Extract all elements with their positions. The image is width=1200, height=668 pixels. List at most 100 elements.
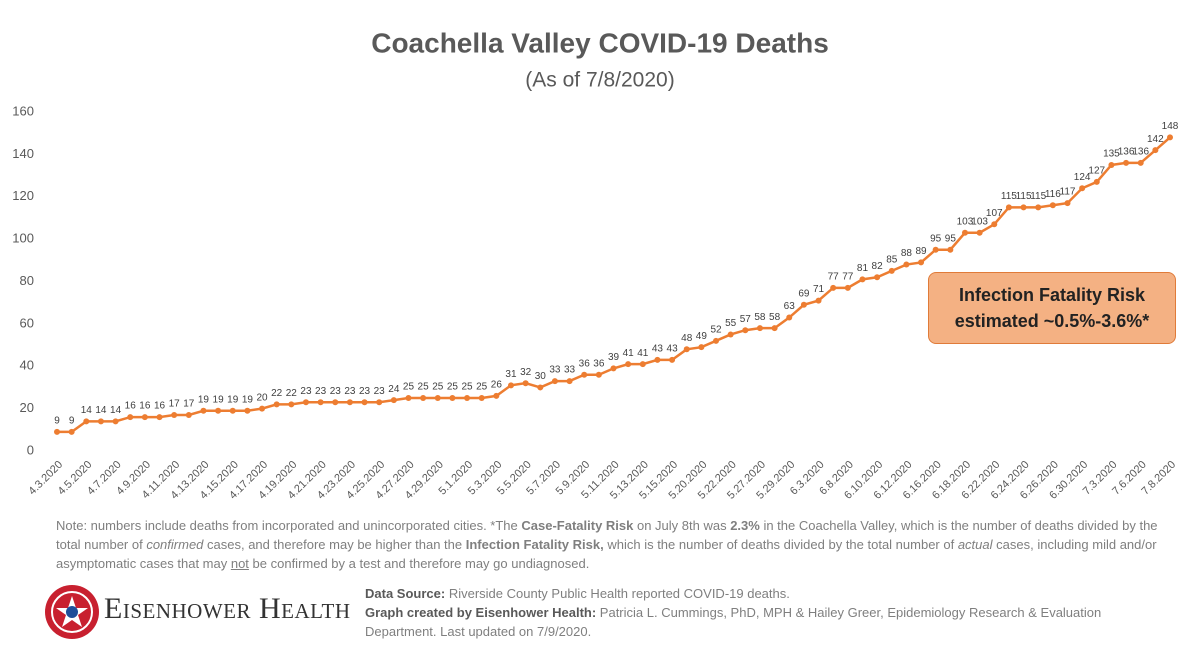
data-label: 81 bbox=[857, 263, 869, 274]
data-label: 77 bbox=[842, 271, 854, 282]
note-text: Infection Fatality Risk, bbox=[465, 537, 604, 552]
point bbox=[332, 399, 339, 406]
note-text: 2.3% bbox=[730, 518, 760, 533]
data-label: 26 bbox=[491, 380, 503, 391]
point bbox=[127, 414, 134, 421]
annotation: Infection Fatality Risk estimated ~0.5%-… bbox=[928, 272, 1176, 344]
point bbox=[1079, 185, 1086, 192]
chart-subtitle: (As of 7/8/2020) bbox=[525, 69, 674, 92]
point bbox=[171, 411, 178, 418]
point bbox=[478, 395, 485, 402]
data-label: 136 bbox=[1118, 146, 1135, 157]
point bbox=[1152, 147, 1159, 154]
data-label: 136 bbox=[1132, 146, 1149, 157]
data-label: 49 bbox=[696, 331, 708, 342]
note-text: confirmed bbox=[146, 537, 204, 552]
data-label: 43 bbox=[652, 344, 664, 355]
point bbox=[361, 399, 368, 406]
data-label: 25 bbox=[476, 382, 488, 393]
data-label: 9 bbox=[69, 416, 75, 427]
data-label: 39 bbox=[608, 352, 620, 363]
point bbox=[1137, 159, 1144, 166]
point bbox=[756, 325, 763, 332]
data-label: 22 bbox=[271, 388, 283, 399]
data-label: 16 bbox=[154, 401, 166, 412]
point bbox=[698, 344, 705, 351]
data-label: 22 bbox=[286, 388, 298, 399]
y-tick-label: 0 bbox=[27, 442, 34, 457]
point bbox=[976, 229, 983, 236]
data-label: 103 bbox=[957, 216, 974, 227]
data-label: 23 bbox=[315, 386, 327, 397]
source-label: Graph created by Eisenhower Health: bbox=[365, 605, 597, 620]
data-label: 23 bbox=[374, 386, 386, 397]
data-label: 14 bbox=[110, 405, 122, 416]
note-text: not bbox=[230, 556, 249, 571]
data-label: 17 bbox=[183, 399, 195, 410]
data-label: 58 bbox=[769, 312, 781, 323]
data-label: 135 bbox=[1103, 149, 1120, 160]
point bbox=[302, 399, 309, 406]
data-label: 71 bbox=[813, 284, 825, 295]
point bbox=[1020, 204, 1027, 211]
point bbox=[537, 384, 544, 391]
point bbox=[727, 331, 734, 338]
point bbox=[376, 399, 383, 406]
data-label: 25 bbox=[403, 382, 415, 393]
data-label: 124 bbox=[1074, 172, 1091, 183]
point bbox=[244, 407, 251, 414]
note-text: on July 8th was bbox=[633, 518, 731, 533]
data-label: 25 bbox=[461, 382, 473, 393]
source: Data Source: Riverside County Public Hea… bbox=[365, 584, 1165, 641]
data-label: 23 bbox=[300, 386, 312, 397]
data-label: 115 bbox=[1016, 191, 1032, 202]
point bbox=[610, 365, 617, 372]
source-text: Riverside County Public Health reported … bbox=[445, 586, 790, 601]
point bbox=[859, 276, 866, 283]
y-tick-label: 40 bbox=[20, 358, 34, 373]
point bbox=[420, 395, 427, 402]
point bbox=[215, 407, 222, 414]
point bbox=[669, 356, 676, 363]
data-label: 31 bbox=[505, 369, 517, 380]
data-label: 19 bbox=[213, 394, 225, 405]
data-label: 23 bbox=[359, 386, 371, 397]
point bbox=[903, 261, 910, 268]
data-label: 23 bbox=[344, 386, 356, 397]
point bbox=[654, 356, 661, 363]
point bbox=[1035, 204, 1042, 211]
y-tick-label: 160 bbox=[12, 103, 34, 118]
point bbox=[156, 414, 163, 421]
point bbox=[844, 284, 851, 291]
logo-icon bbox=[45, 585, 99, 639]
note-text: Case-Fatality Risk bbox=[521, 518, 634, 533]
data-label: 36 bbox=[579, 358, 591, 369]
point bbox=[200, 407, 207, 414]
point bbox=[507, 382, 514, 389]
data-label: 115 bbox=[1030, 191, 1046, 202]
point bbox=[97, 418, 104, 425]
point bbox=[595, 371, 602, 378]
data-label: 116 bbox=[1045, 189, 1061, 200]
data-label: 58 bbox=[754, 312, 766, 323]
point bbox=[346, 399, 353, 406]
data-label: 25 bbox=[432, 382, 444, 393]
point bbox=[405, 395, 412, 402]
point bbox=[522, 380, 529, 387]
data-label: 88 bbox=[901, 248, 913, 259]
point bbox=[464, 395, 471, 402]
point bbox=[815, 297, 822, 304]
data-label: 33 bbox=[549, 365, 561, 376]
point bbox=[1064, 200, 1071, 207]
data-label: 41 bbox=[623, 348, 635, 359]
note-text: Note: numbers include deaths from incorp… bbox=[56, 518, 522, 533]
y-tick-label: 100 bbox=[12, 231, 34, 246]
source-text: Patricia L. Cummings, PhD, MPH & Hailey … bbox=[365, 605, 1102, 639]
note-text: actual bbox=[957, 537, 993, 552]
note-text: in the Coachella Valley, which is the nu… bbox=[56, 518, 1158, 552]
point bbox=[581, 371, 588, 378]
point bbox=[141, 414, 148, 421]
point bbox=[1167, 134, 1173, 141]
data-label: 24 bbox=[388, 384, 400, 395]
